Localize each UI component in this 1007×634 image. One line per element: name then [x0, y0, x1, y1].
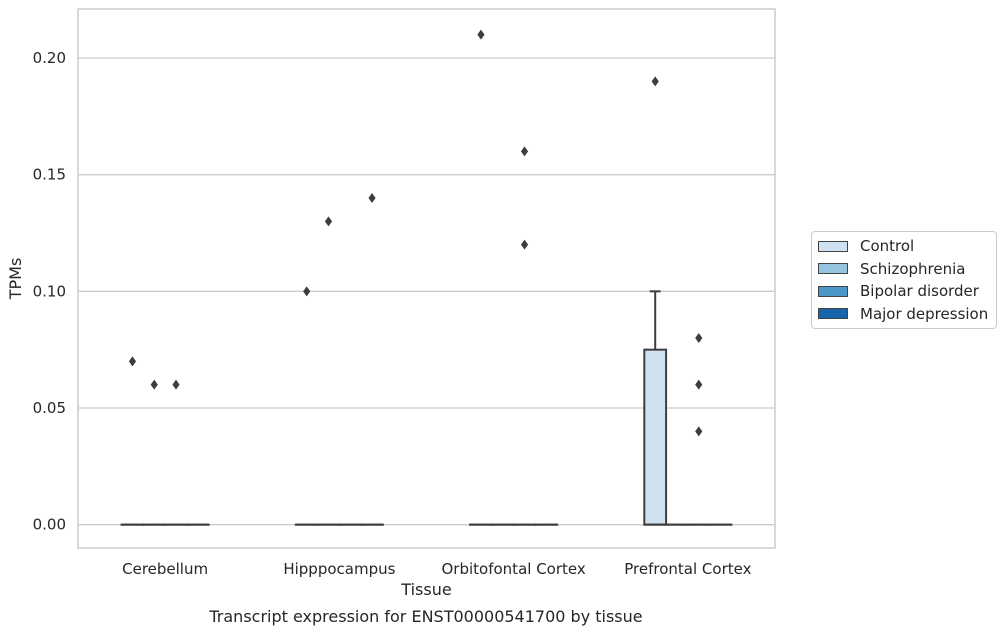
- outlier-point: [477, 29, 485, 40]
- outlier-point: [128, 356, 137, 367]
- outlier-point: [150, 379, 158, 390]
- y-tick-label: 0.20: [33, 49, 66, 67]
- legend: Control Schizophrenia Bipolar disorder Majo…: [811, 231, 997, 329]
- legend-label: Control: [860, 237, 915, 256]
- x-tick-label: Prefrontal Cortex: [624, 560, 751, 578]
- legend-swatch: [818, 285, 848, 297]
- y-tick-label: 0.15: [33, 166, 66, 184]
- x-tick-labels: Cerebellum Hipppocampus Orbitofontal Corte…: [122, 560, 751, 578]
- outlier-point: [520, 146, 529, 157]
- legend-item: Bipolar disorder: [812, 280, 996, 303]
- legend-swatch: [818, 240, 848, 252]
- legend-label: Bipolar disorder: [860, 282, 979, 301]
- y-tick-labels: 0.00 0.05 0.10 0.15 0.20: [33, 49, 66, 534]
- outlier-point: [303, 286, 311, 297]
- legend-item: Schizophrenia: [812, 258, 996, 281]
- legend-label: Schizophrenia: [860, 259, 966, 278]
- chart-title: Transcript expression for ENST0000054170…: [208, 607, 642, 626]
- y-axis-label: TPMs: [6, 258, 25, 301]
- legend-item: Major depression: [812, 303, 996, 326]
- outlier-point: [368, 193, 376, 203]
- y-tick-label: 0.00: [33, 516, 66, 534]
- outlier-point: [651, 76, 659, 87]
- boxes: [120, 290, 733, 526]
- grid-lines: [78, 57, 775, 526]
- outlier-point: [172, 379, 180, 390]
- legend-swatch: [818, 308, 848, 320]
- x-tick-label: Cerebellum: [122, 560, 208, 578]
- x-tick-label: Hipppocampus: [283, 560, 395, 578]
- legend-swatch: [818, 263, 848, 275]
- outlier-point: [695, 426, 703, 437]
- legend-item: Control: [812, 235, 996, 258]
- box-control: [643, 290, 668, 526]
- outliers: [128, 29, 703, 437]
- outlier-point: [695, 379, 703, 390]
- x-tick-label: Orbitofontal Cortex: [442, 560, 586, 578]
- outlier-point: [324, 216, 333, 227]
- y-tick-label: 0.10: [33, 282, 66, 300]
- x-axis-label: Tissue: [400, 580, 451, 599]
- outlier-point: [520, 239, 529, 250]
- y-tick-label: 0.05: [33, 399, 66, 417]
- box-body: [643, 348, 668, 526]
- plot-frame: [77, 8, 776, 549]
- legend-label: Major depression: [860, 304, 989, 323]
- outlier-point: [695, 333, 703, 343]
